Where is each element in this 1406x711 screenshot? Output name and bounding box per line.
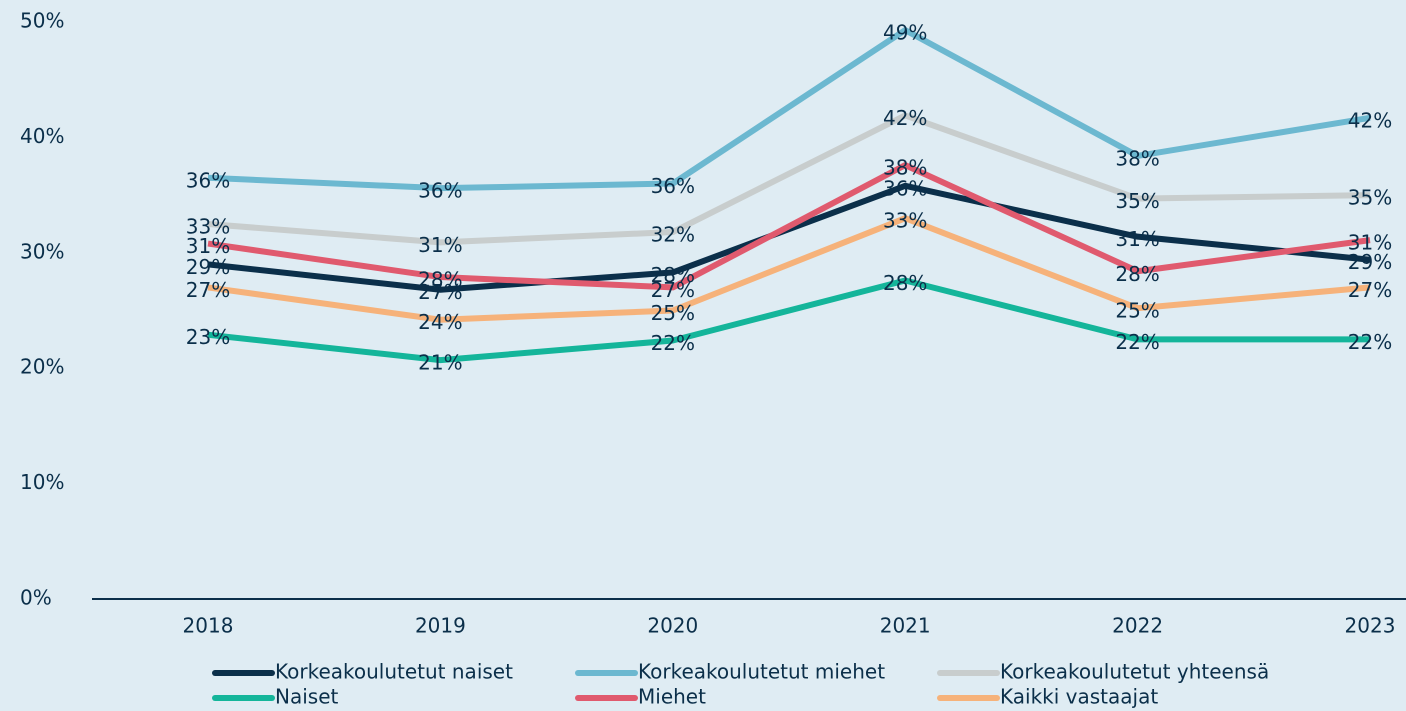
legend-label: Korkeakoulutetut miehet [638, 660, 885, 684]
x-tick-label: 2023 [1345, 614, 1396, 638]
legend-label: Korkeakoulutetut naiset [275, 660, 513, 684]
data-label: 31% [1115, 227, 1159, 251]
series-line [207, 27, 1371, 192]
data-label: 33% [186, 214, 230, 238]
legend-label: Kaikki vastaajat [1000, 685, 1158, 709]
y-tick-label: 20% [20, 355, 64, 379]
data-label: 27% [418, 280, 462, 304]
series-line [207, 112, 1371, 246]
data-label: 28% [1115, 262, 1159, 286]
series-line [207, 162, 1371, 291]
series-line [207, 215, 1371, 323]
data-label: 27% [651, 278, 695, 302]
data-label: 38% [1115, 146, 1159, 170]
x-tick-label: 2020 [647, 614, 698, 638]
data-label: 22% [651, 331, 695, 355]
data-label: 36% [186, 168, 230, 192]
y-tick-label: 10% [20, 470, 64, 494]
data-label: 36% [883, 176, 927, 200]
data-label: 27% [1348, 278, 1392, 302]
data-label: 29% [186, 255, 230, 279]
data-label: 25% [1115, 299, 1159, 323]
legend-label: Naiset [275, 685, 338, 709]
data-label: 38% [883, 156, 927, 180]
data-label: 28% [883, 271, 927, 295]
data-label: 42% [1348, 108, 1392, 132]
y-tick-label: 30% [20, 239, 64, 263]
x-tick-label: 2022 [1112, 614, 1163, 638]
data-label: 42% [883, 106, 927, 130]
data-label: 22% [1348, 330, 1392, 354]
data-label: 25% [651, 301, 695, 325]
data-label: 31% [1348, 231, 1392, 255]
x-tick-label: 2019 [415, 614, 466, 638]
data-label: 36% [418, 179, 462, 203]
data-label: 33% [883, 209, 927, 233]
y-tick-label: 50% [20, 9, 64, 33]
data-label: 23% [186, 325, 230, 349]
series-line [207, 277, 1370, 364]
data-label: 27% [186, 278, 230, 302]
y-tick-label: 40% [20, 124, 64, 148]
x-tick-label: 2021 [880, 614, 931, 638]
x-tick-label: 2018 [183, 614, 234, 638]
legend-label: Miehet [638, 685, 706, 709]
data-label: 35% [1348, 186, 1392, 210]
data-label: 36% [651, 174, 695, 198]
data-label: 21% [418, 351, 462, 375]
data-label: 28% [651, 263, 695, 287]
legend-label: Korkeakoulutetut yhteensä [1000, 660, 1269, 684]
data-label: 31% [418, 233, 462, 257]
data-label: 29% [1348, 250, 1392, 274]
data-label: 28% [418, 268, 462, 292]
y-tick-label: 0% [20, 586, 52, 610]
data-label: 31% [186, 234, 230, 258]
data-label: 22% [1115, 330, 1159, 354]
data-label: 49% [883, 21, 927, 45]
data-label: 32% [651, 223, 695, 247]
data-label: 24% [418, 310, 462, 334]
data-label: 35% [1115, 189, 1159, 213]
